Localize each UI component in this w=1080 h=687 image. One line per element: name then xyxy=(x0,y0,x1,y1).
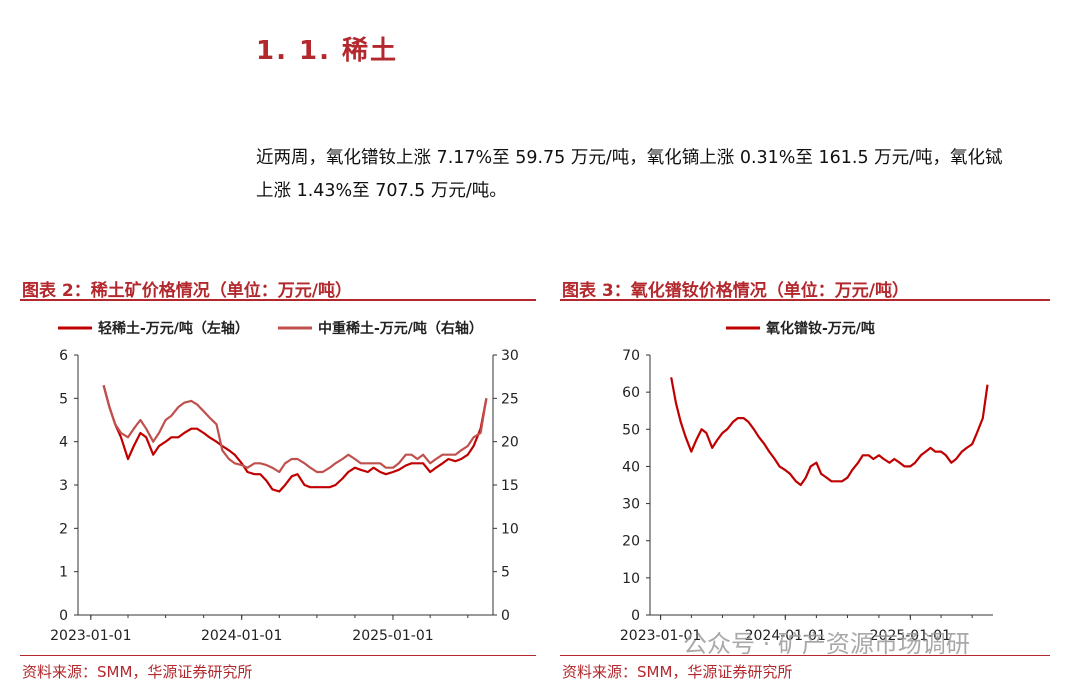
y-tick-label-right: 25 xyxy=(501,391,519,407)
figure3-title-rule xyxy=(560,299,1050,301)
y-tick-label-right: 20 xyxy=(501,435,519,451)
x-tick-label: 2023-01-01 xyxy=(620,628,701,644)
y-tick-label-right: 5 xyxy=(501,565,510,581)
watermark: 公众号 · 矿产资源市场调研 xyxy=(683,630,970,658)
y-tick-label: 6 xyxy=(59,348,68,364)
figure2-title-rule xyxy=(20,299,536,301)
x-tick-label: 2025-01-01 xyxy=(352,628,433,644)
y-tick-label: 0 xyxy=(59,608,68,624)
y-tick-label: 70 xyxy=(622,348,640,364)
series-line xyxy=(102,385,488,474)
x-tick-label: 2024-01-01 xyxy=(745,628,826,644)
y-tick-label: 30 xyxy=(622,497,640,513)
x-tick-label: 2025-01-01 xyxy=(870,628,951,644)
body-paragraph: 近两周，氧化镨钕上涨 7.17%至 59.75 万元/吨，氧化镝上涨 0.31%… xyxy=(256,142,1056,208)
legend-label: 轻稀土-万元/吨（左轴） xyxy=(98,320,249,337)
series-line xyxy=(670,377,989,487)
y-tick-label: 10 xyxy=(622,571,640,587)
y-tick-label-right: 15 xyxy=(501,478,519,494)
x-tick-label: 2024-01-01 xyxy=(201,628,282,644)
y-tick-label: 1 xyxy=(59,565,68,581)
y-tick-label-right: 10 xyxy=(501,521,519,537)
y-tick-label: 5 xyxy=(59,391,68,407)
figure3-source: 资料来源：SMM，华源证券研究所 xyxy=(562,663,793,681)
y-tick-label: 20 xyxy=(622,534,640,550)
figure3-chart: 0 10 20 30 40 50 60 70 2023-01-01 2024-01-01 2025-… xyxy=(620,320,993,644)
section-title: 1. 1. 稀土 xyxy=(256,36,399,66)
figure3-title: 图表 3：氧化镨钕价格情况（单位：万元/吨） xyxy=(562,281,909,301)
y-tick-label-right: 0 xyxy=(501,608,510,624)
y-tick-label: 40 xyxy=(622,459,640,475)
paragraph-line-1: 近两周，氧化镨钕上涨 7.17%至 59.75 万元/吨，氧化镝上涨 0.31%… xyxy=(256,148,1003,168)
figure2-source: 资料来源：SMM，华源证券研究所 xyxy=(22,663,253,681)
y-tick-label: 50 xyxy=(622,422,640,438)
y-tick-label: 3 xyxy=(59,478,68,494)
x-tick-label: 2023-01-01 xyxy=(50,628,131,644)
figure2-source-rule xyxy=(20,655,536,656)
legend-label: 氧化镨钕-万元/吨 xyxy=(765,320,875,337)
legend-label: 中重稀土-万元/吨（右轴） xyxy=(318,320,483,337)
y-tick-label: 2 xyxy=(59,521,68,537)
y-tick-label: 0 xyxy=(631,608,640,624)
series-line xyxy=(102,385,488,493)
y-tick-label: 4 xyxy=(59,435,68,451)
figure2-chart: 0 1 2 3 4 5 6 0 5 10 15 20 25 30 2023-01-01 2024-01-01 2… xyxy=(50,320,519,644)
paragraph-line-2: 上涨 1.43%至 707.5 万元/吨。 xyxy=(256,181,507,201)
figure3-source-rule xyxy=(560,655,1050,656)
y-tick-label: 60 xyxy=(622,385,640,401)
y-tick-label-right: 30 xyxy=(501,348,519,364)
figure2-title: 图表 2：稀土矿价格情况（单位：万元/吨） xyxy=(22,281,352,301)
